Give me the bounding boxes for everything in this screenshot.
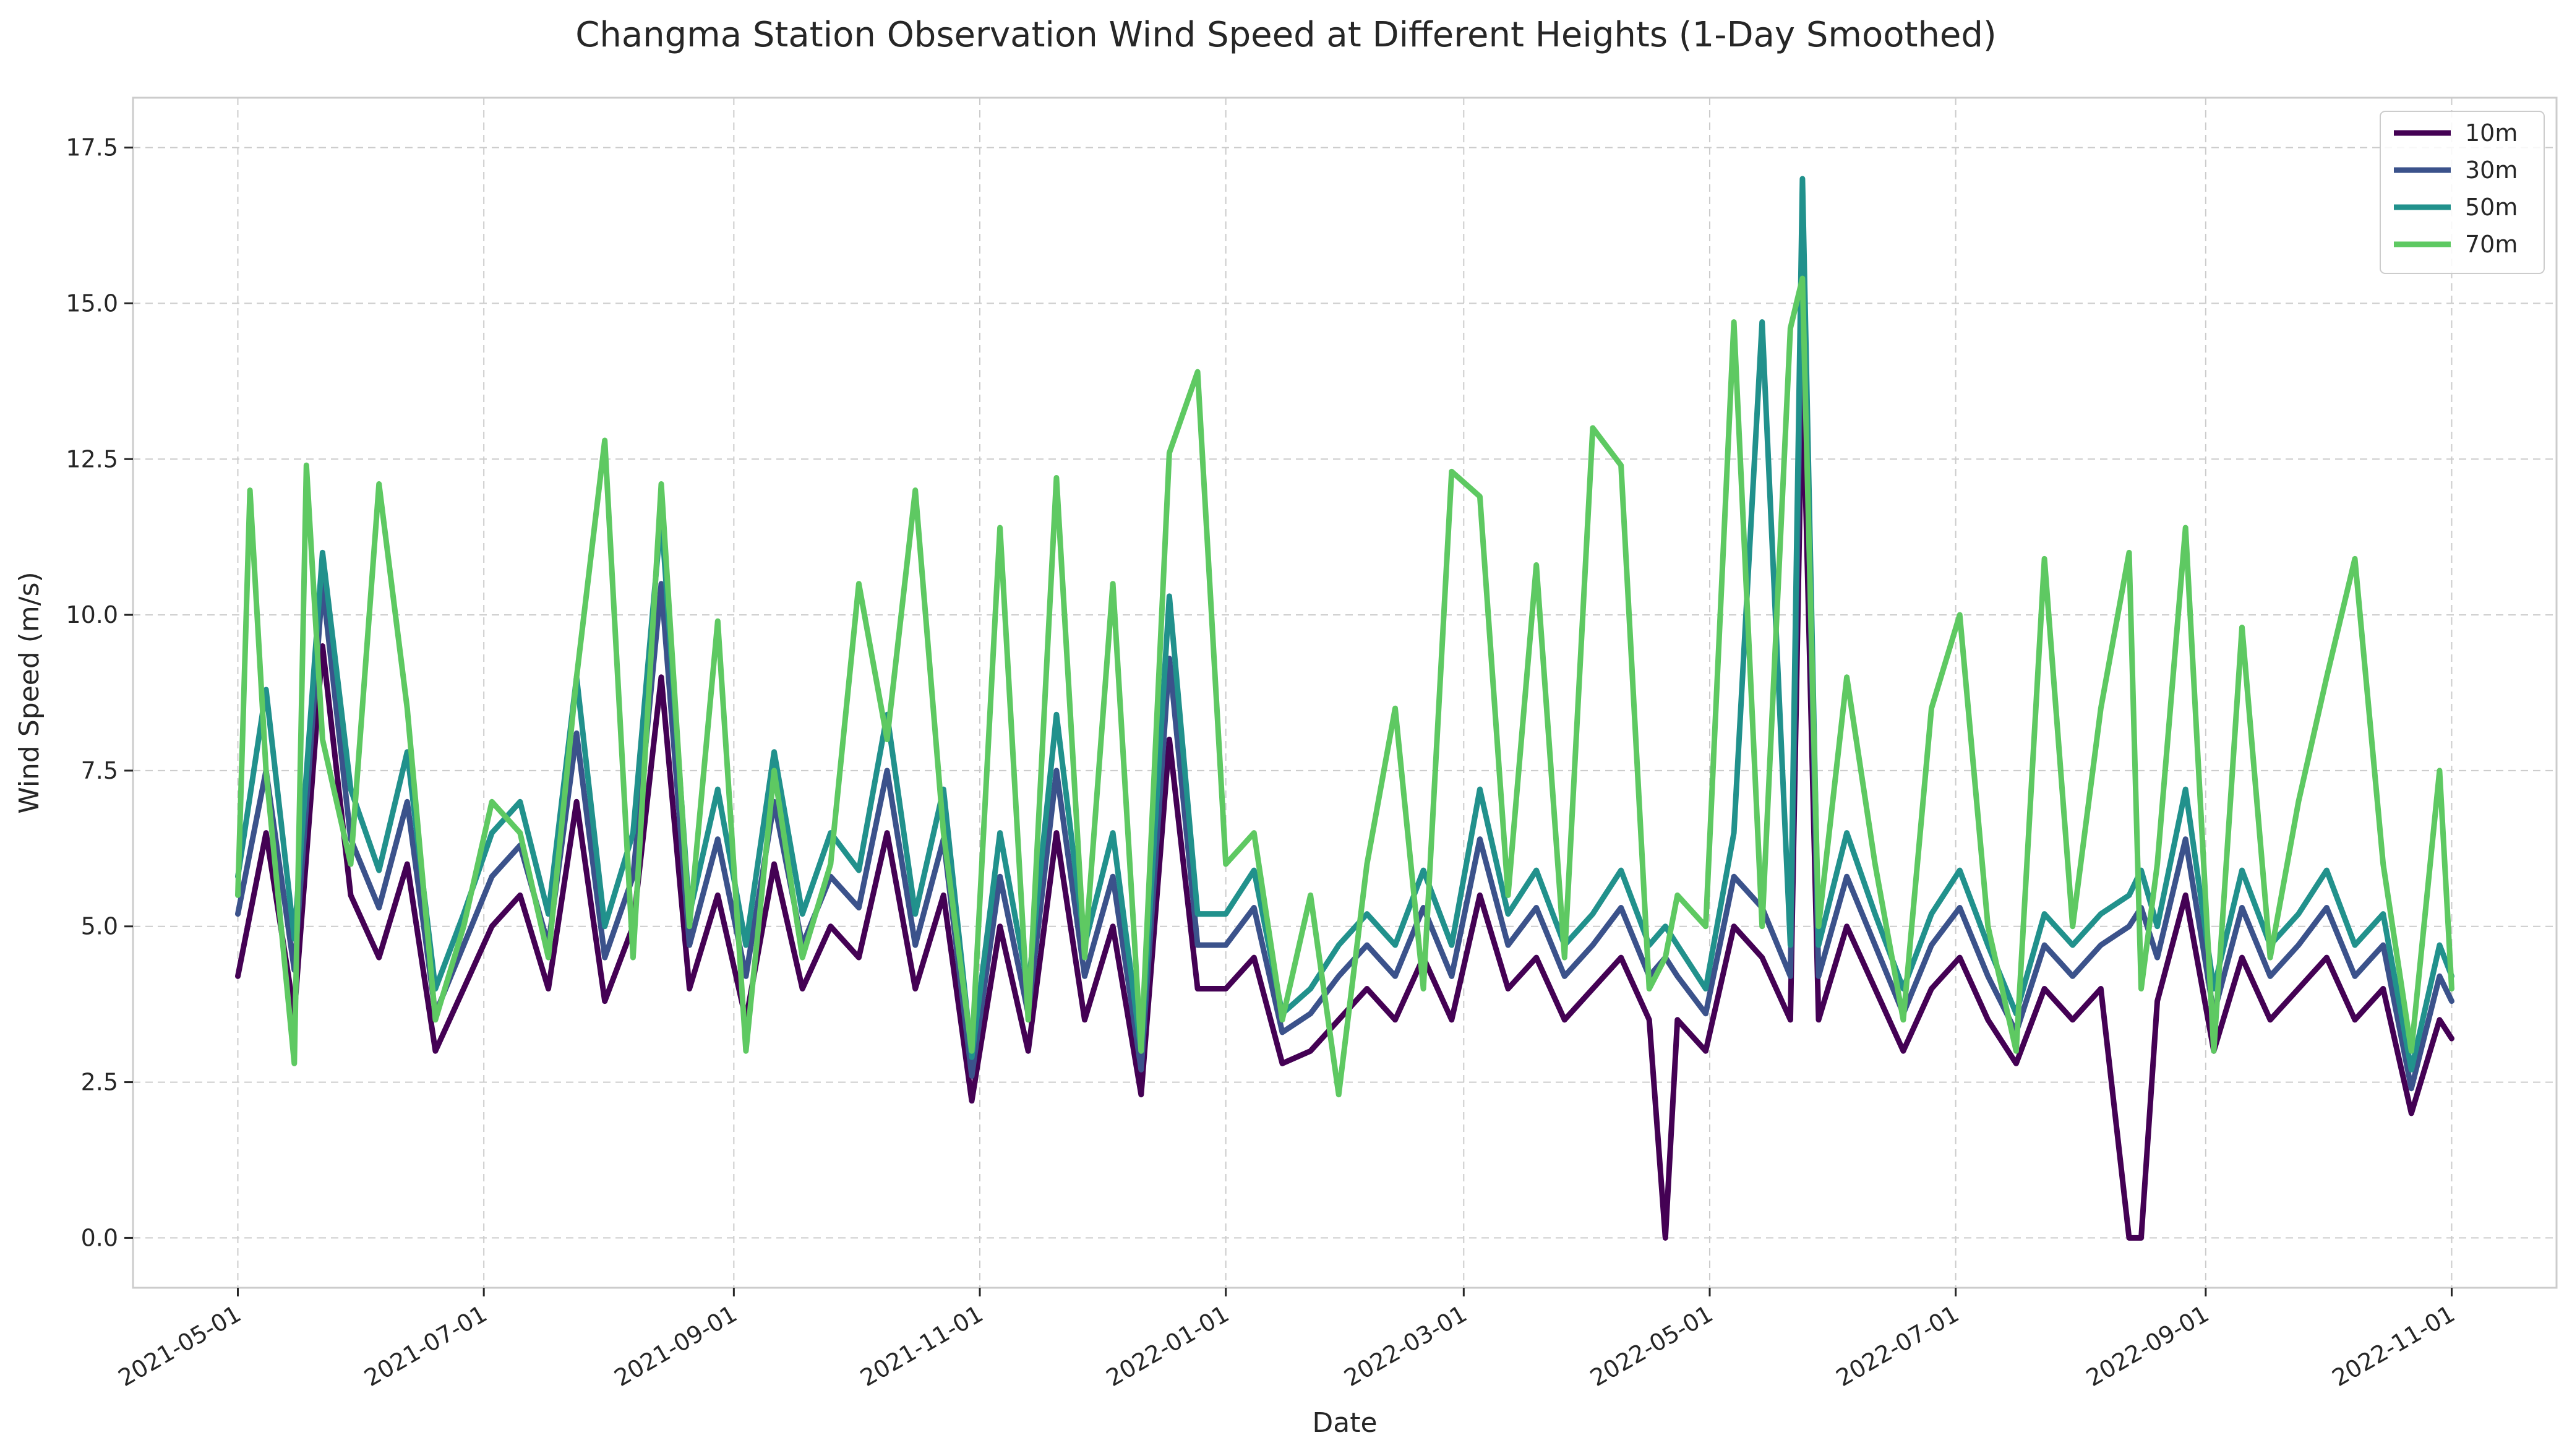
plot-frame: [132, 96, 2558, 1289]
y-tick-label: 10.0: [66, 601, 118, 628]
y-tick-label: 15.0: [66, 289, 118, 317]
grid-lines: [133, 98, 2557, 1288]
y-axis-label: Wind Speed (m/s): [14, 572, 45, 813]
legend-label-50m: 50m: [2465, 194, 2518, 221]
legend-box: [2380, 111, 2545, 274]
y-tick-label: 17.5: [66, 134, 118, 161]
series-line-70m: [235, 275, 2454, 1098]
x-axis-label: Date: [1312, 1407, 1377, 1439]
series-line-10m: [235, 362, 2454, 1241]
series-line-50m: [235, 176, 2454, 1073]
legend-label-70m: 70m: [2465, 231, 2518, 258]
y-tick-label: 7.5: [81, 757, 118, 784]
y-axis-ticks: 0.0 2.5 5.0 7.5 10.0 12.5 15.0 17.5: [66, 134, 133, 1251]
y-tick-label: 2.5: [81, 1069, 118, 1096]
y-tick-label: 5.0: [81, 913, 118, 940]
y-tick-label: 0.0: [81, 1224, 118, 1251]
legend-label-10m: 10m: [2465, 119, 2518, 147]
legend-label-30m: 30m: [2465, 156, 2518, 184]
chart-title: Changma Station Observation Wind Speed a…: [575, 15, 1997, 55]
y-tick-label: 12.5: [66, 445, 118, 473]
series-lines: [235, 176, 2454, 1241]
legend: 10m 30m 50m 70m: [2380, 111, 2545, 274]
series-line-30m: [235, 238, 2454, 1092]
